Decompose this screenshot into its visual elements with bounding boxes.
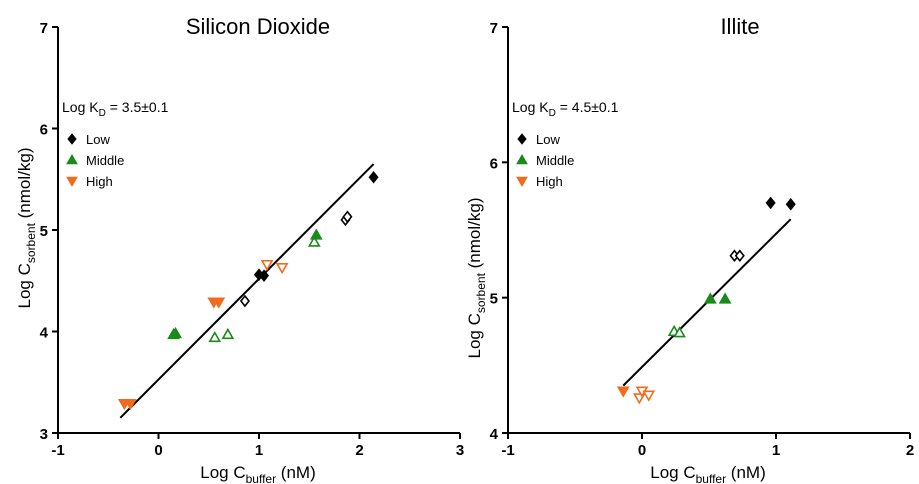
legend-marker-high xyxy=(516,176,528,188)
data-point-low xyxy=(785,198,796,211)
x-tick-label: 3 xyxy=(456,442,464,459)
data-point-middle xyxy=(673,326,686,338)
y-tick-label: 5 xyxy=(40,223,48,240)
legend-label-middle: Middle xyxy=(536,153,574,168)
x-tick-label: 1 xyxy=(772,442,780,459)
kd-annotation: Log KD = 3.5±0.1 xyxy=(62,99,169,119)
legend-label-middle: Middle xyxy=(86,153,124,168)
data-point-middle xyxy=(169,326,182,339)
y-axis-label: Log Csorbent (nmol/kg) xyxy=(15,148,38,309)
kd-annotation: Log KD = 4.5±0.1 xyxy=(512,99,619,119)
data-point-middle xyxy=(208,330,222,343)
data-point-middle xyxy=(703,292,717,304)
data-point-middle xyxy=(307,235,321,247)
legend-marker-low xyxy=(517,133,527,145)
data-point-middle xyxy=(718,292,732,304)
x-tick-label: 2 xyxy=(355,442,363,459)
data-point-high xyxy=(212,297,226,309)
legend-label-low: Low xyxy=(86,132,110,147)
legend-label-high: High xyxy=(536,174,563,189)
data-point-high xyxy=(616,386,630,398)
data-point-high xyxy=(275,263,289,275)
y-tick-label: 4 xyxy=(490,426,499,443)
data-point-high xyxy=(260,259,274,272)
data-point-low xyxy=(765,196,776,210)
chart-title: Silicon Dioxide xyxy=(186,14,330,39)
panel-silicon-dioxide: Silicon Dioxide Log KD = 3.5±0.1 Log Cbu… xyxy=(15,14,464,484)
data-point-high xyxy=(123,399,137,411)
y-tick-label: 6 xyxy=(490,155,498,172)
data-point-middle xyxy=(309,228,323,240)
x-tick-label: -1 xyxy=(51,442,64,459)
y-tick-label: 7 xyxy=(40,20,48,37)
x-tick-label: 1 xyxy=(255,442,263,459)
data-point-middle xyxy=(221,327,235,340)
y-tick-label: 6 xyxy=(40,122,48,139)
data-point-high xyxy=(642,390,656,402)
y-axis-label: Log Csorbent (nmol/kg) xyxy=(465,198,488,359)
x-tick-label: 0 xyxy=(638,442,646,459)
data-point-low xyxy=(734,249,745,262)
y-tick-label: 7 xyxy=(490,20,498,37)
data-point-low xyxy=(368,170,379,184)
x-axis-label: Log Cbuffer (nM) xyxy=(650,463,766,484)
legend-marker-high xyxy=(66,176,78,188)
y-tick-label: 3 xyxy=(40,426,48,443)
y-tick-label: 5 xyxy=(490,291,498,308)
legend-label-low: Low xyxy=(536,132,560,147)
x-tick-label: 0 xyxy=(154,442,162,459)
chart-title: Illite xyxy=(720,14,759,39)
data-point-low xyxy=(342,210,353,224)
data-point-low xyxy=(239,294,250,308)
legend-marker-middle xyxy=(516,153,528,165)
x-axis-label: Log Cbuffer (nM) xyxy=(200,463,316,484)
x-tick-label: -1 xyxy=(501,442,514,459)
x-tick-label: 2 xyxy=(906,442,914,459)
legend-label-high: High xyxy=(86,174,113,189)
legend-marker-middle xyxy=(66,153,78,165)
y-tick-label: 4 xyxy=(40,325,49,342)
regression-line xyxy=(119,163,375,419)
panel-illite: Illite Log KD = 4.5±0.1 Log Cbuffer (nM)… xyxy=(465,14,914,484)
data-point-low xyxy=(259,269,270,282)
legend-marker-low xyxy=(67,133,77,145)
